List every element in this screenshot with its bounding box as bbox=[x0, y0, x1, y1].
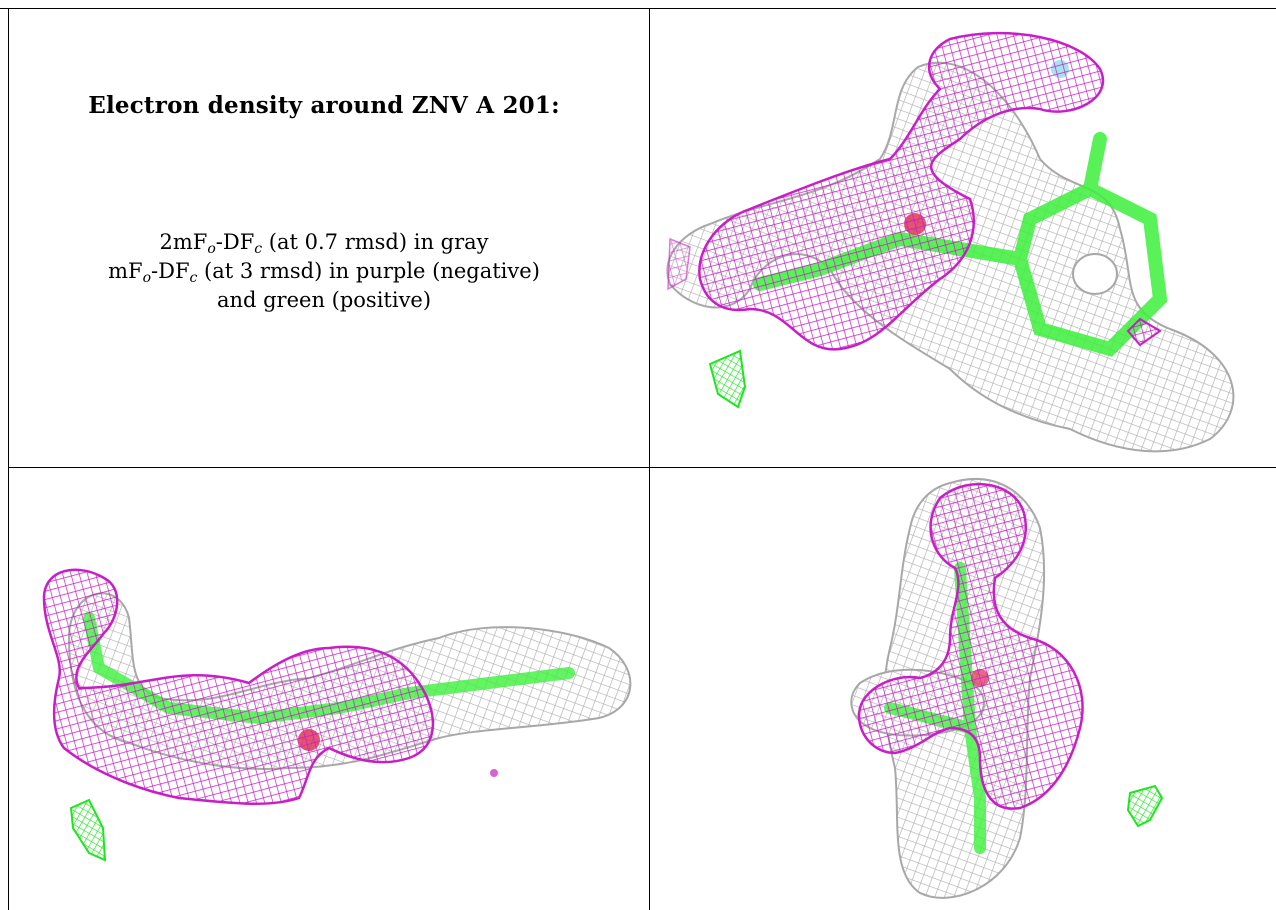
caption-cell: Electron density around ZNV A 201: 2mFo-… bbox=[0, 0, 648, 468]
table-middle-divider bbox=[649, 8, 650, 910]
density-mesh-bottom-left bbox=[42, 568, 632, 862]
green-density-blob bbox=[1126, 784, 1164, 828]
density-mesh-top-right bbox=[666, 31, 1235, 453]
legend-line-mfo: mFo-DFc (at 3 rmsd) in purple (negative) bbox=[108, 259, 540, 286]
purple-density-mesh bbox=[42, 568, 435, 806]
ring-hole bbox=[1072, 253, 1118, 295]
purple-density-mesh bbox=[698, 31, 1104, 351]
density-panel-bottom-right bbox=[650, 468, 1276, 910]
purple-density-small bbox=[1126, 317, 1162, 347]
legend-line-2mfo: 2mFo-DFc (at 0.7 rmsd) in gray bbox=[159, 230, 489, 257]
table-top-border bbox=[0, 8, 1276, 9]
legend-line-green: and green (positive) bbox=[216, 288, 432, 312]
green-density-blob bbox=[69, 798, 107, 862]
table-horizontal-divider bbox=[8, 467, 1276, 468]
purple-density-mesh bbox=[857, 483, 1084, 810]
purple-density-speck bbox=[490, 769, 498, 777]
density-mesh-bottom-right bbox=[850, 478, 1164, 899]
density-panel-bottom-left bbox=[9, 468, 649, 910]
legend-text: 2mFo-DFc (at 0.7 rmsd) in gray mFo-DFc (… bbox=[0, 228, 648, 315]
green-density-blob bbox=[708, 349, 747, 409]
purple-density-left-edge bbox=[667, 237, 691, 291]
figure-title: Electron density around ZNV A 201: bbox=[88, 92, 560, 119]
density-panel-top-right bbox=[650, 9, 1276, 467]
table-left-border bbox=[8, 8, 9, 910]
